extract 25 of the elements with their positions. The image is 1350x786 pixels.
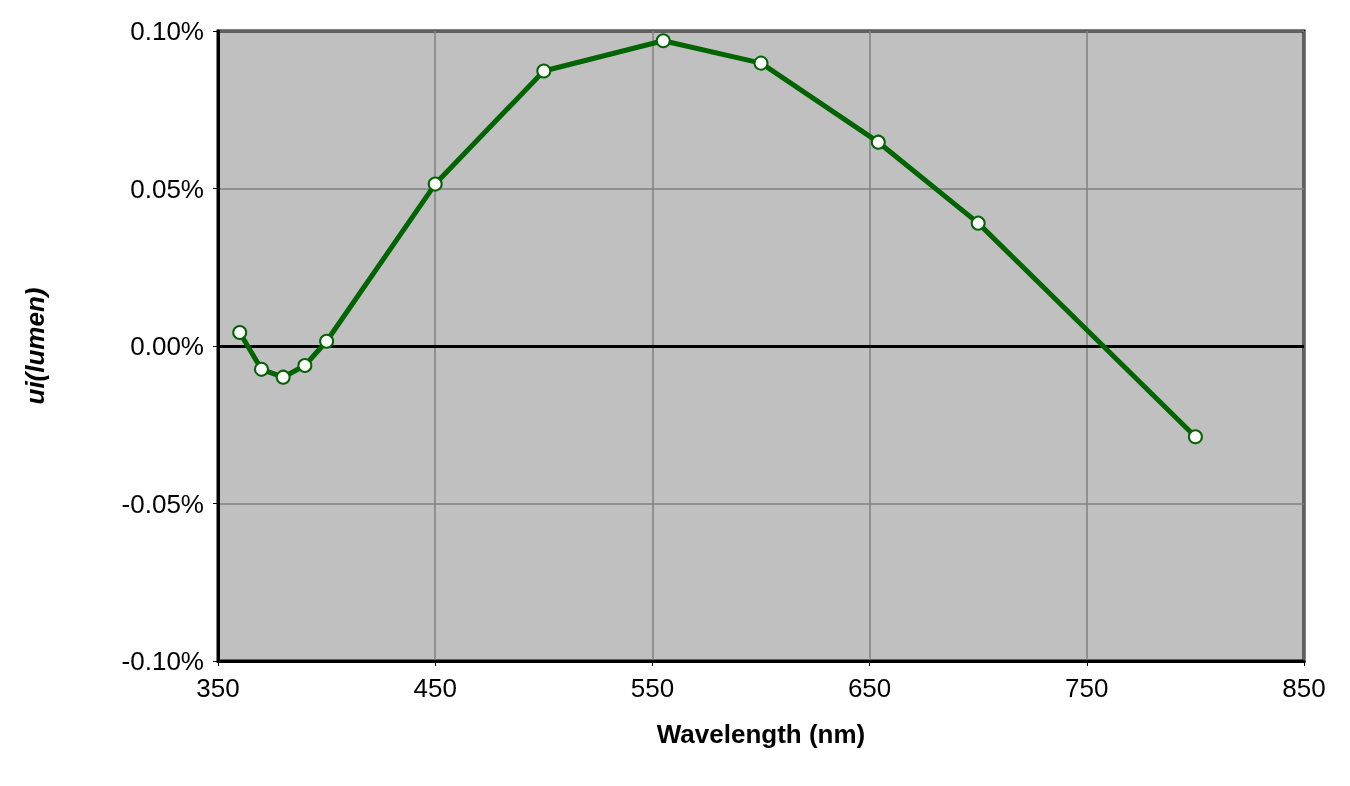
point bbox=[1187, 429, 1203, 445]
point bbox=[275, 369, 291, 385]
point bbox=[536, 63, 552, 79]
y-tick-label: 0.05% bbox=[130, 173, 204, 204]
y-tick-label: -0.05% bbox=[121, 488, 204, 519]
x-tick-label: 850 bbox=[1282, 673, 1326, 703]
point bbox=[319, 333, 335, 349]
x-tick-label: 650 bbox=[847, 673, 892, 703]
y-tick-label: -0.10% bbox=[121, 646, 204, 676]
y-tick-label: 0.00% bbox=[130, 331, 204, 361]
x-tick-label: 450 bbox=[413, 673, 457, 703]
point bbox=[253, 361, 269, 377]
point bbox=[970, 215, 986, 231]
point bbox=[297, 358, 313, 374]
point bbox=[232, 324, 248, 340]
x-tick-label: 550 bbox=[630, 673, 675, 703]
point bbox=[870, 134, 886, 150]
point bbox=[753, 55, 769, 71]
point bbox=[655, 33, 671, 49]
x-tick-label: 750 bbox=[1065, 673, 1109, 703]
x-tick-label: 350 bbox=[196, 673, 240, 703]
y-tick-label: 0.10% bbox=[130, 16, 204, 46]
y-axis-title: ui(lumen) bbox=[20, 287, 50, 405]
x-axis-title: Wavelength (nm) bbox=[656, 719, 866, 749]
point bbox=[427, 176, 443, 192]
